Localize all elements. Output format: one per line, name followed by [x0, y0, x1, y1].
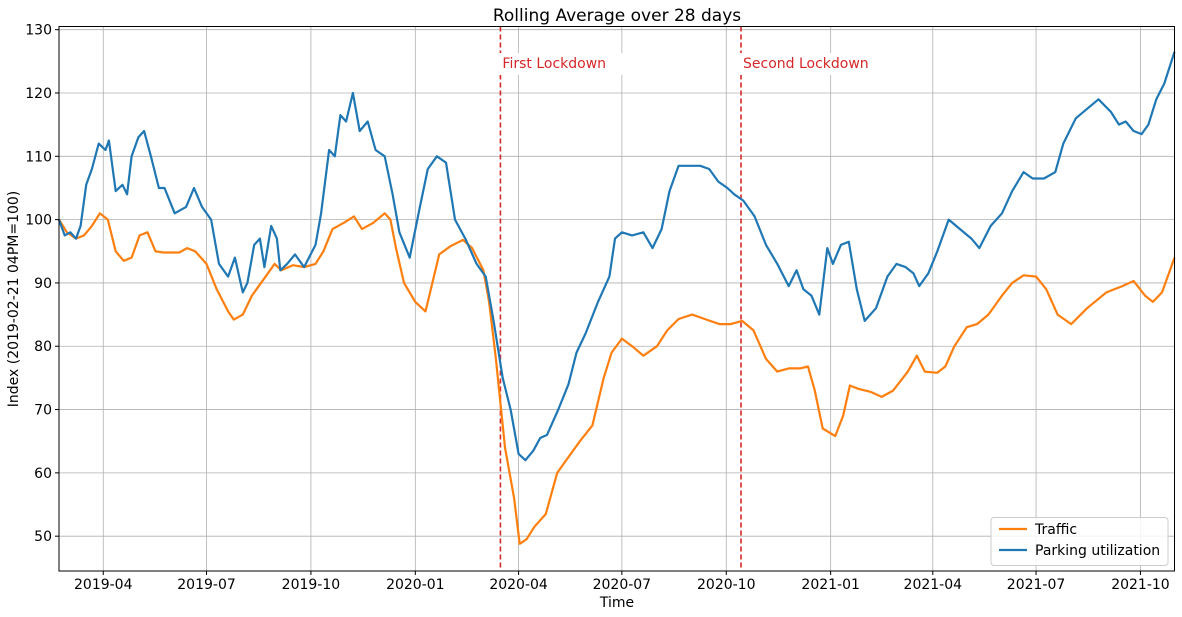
plot-frame: [58, 26, 1175, 572]
y-tick-label: 110: [25, 149, 52, 165]
x-tick-label: 2020-10: [697, 577, 756, 593]
x-tick-label: 2019-07: [177, 577, 236, 593]
y-tick-label: 60: [34, 466, 52, 482]
chart-title: Rolling Average over 28 days: [493, 6, 741, 26]
y-tick-label: 90: [34, 276, 52, 292]
x-tick-label: 2020-01: [386, 577, 445, 593]
y-tick-label: 80: [34, 339, 52, 355]
y-tick-label: 120: [25, 86, 52, 102]
legend-traffic-label: Traffic: [1034, 522, 1077, 538]
y-axis-label: Index (2019-02-21 04PM=100): [6, 191, 22, 408]
x-tick-label: 2019-04: [74, 577, 133, 593]
lockdown-label-background: [499, 53, 626, 75]
legend-box: [990, 517, 1169, 566]
x-axis-label: Time: [599, 595, 634, 611]
lockdown-label: Second Lockdown: [743, 56, 869, 72]
y-tick-label: 100: [25, 213, 52, 229]
traffic-line: [58, 212, 1176, 545]
y-tick-label: 50: [34, 529, 52, 545]
x-tick-label: 2020-07: [593, 577, 652, 593]
y-tick-label: 130: [25, 23, 52, 39]
x-tick-label: 2021-04: [904, 577, 963, 593]
x-tick-label: 2021-10: [1111, 577, 1170, 593]
x-tick-label: 2019-10: [282, 577, 341, 593]
lockdown-label-background: [740, 53, 876, 75]
legend: Traffic Parking utilization: [990, 517, 1169, 566]
parking-utilization-line: [57, 51, 1176, 462]
y-tick-label: 70: [34, 403, 52, 419]
x-tick-label: 2021-01: [801, 577, 860, 593]
y-axis-ticks: 50 60 70 80 90 100 110 120 130: [25, 23, 59, 545]
x-tick-label: 2021-07: [1007, 577, 1066, 593]
lockdown-label: First Lockdown: [502, 56, 606, 72]
series-lines: [57, 51, 1176, 545]
annotations: First Lockdown Second Lockdown: [499, 26, 876, 571]
x-axis-ticks: 2019-04 2019-07 2019-10 2020-01 2020-04 2020-…: [74, 571, 1170, 593]
legend-parking-label: Parking utilization: [1035, 543, 1160, 559]
x-tick-label: 2020-04: [489, 577, 548, 593]
